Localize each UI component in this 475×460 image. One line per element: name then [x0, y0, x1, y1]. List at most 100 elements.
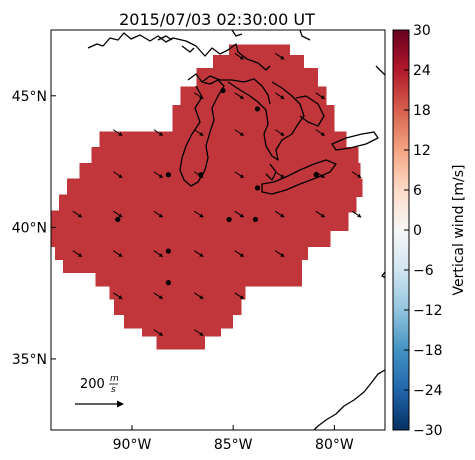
- station-markers: [115, 87, 319, 286]
- wind-field-band: [95, 270, 303, 287]
- wind-field-band: [59, 194, 357, 213]
- wind-field-band: [51, 210, 349, 231]
- station-marker: [220, 87, 226, 94]
- wind-vector-head: [280, 253, 285, 257]
- reference-arrow-head: [117, 400, 124, 408]
- reference-vector-arrow: [75, 400, 124, 408]
- colorbar-tick-label: 0: [413, 223, 422, 239]
- wind-vector-head: [280, 213, 285, 218]
- wind-vector-arrow: [193, 92, 204, 100]
- wind-vector-head: [280, 131, 285, 136]
- wind-field-band: [172, 105, 335, 134]
- x-tick-label: 80°W: [315, 437, 354, 453]
- y-tick-label: 40°N: [12, 220, 47, 236]
- wind-field-band: [142, 326, 222, 337]
- lake-st-clair: [265, 163, 277, 181]
- upper-peninsula-south-shore: [187, 73, 271, 105]
- wind-field-band: [156, 333, 205, 350]
- wind-vector-arrow: [113, 210, 123, 218]
- wind-field-band: [113, 297, 242, 316]
- wind-vector-arrow: [234, 292, 245, 300]
- reference-vector-legend: 200 m s: [75, 374, 124, 408]
- wind-vector-head: [199, 331, 204, 336]
- wind-vector-head: [199, 295, 204, 299]
- wind-vector-head: [118, 174, 123, 178]
- map-frame: [50, 29, 386, 431]
- wind-field-band: [79, 162, 361, 181]
- colorbar-tick-label: 18: [413, 103, 431, 119]
- wind-vector-head: [320, 213, 325, 218]
- colorbar-tick-label: −12: [413, 303, 443, 319]
- wind-field-band: [55, 244, 309, 260]
- station-marker: [254, 185, 261, 191]
- station-marker: [254, 106, 261, 112]
- wind-field-band: [67, 178, 363, 197]
- wind-vector-head: [199, 253, 204, 257]
- x-tick-label: 90°W: [113, 437, 152, 453]
- keweenaw-shore: [181, 45, 195, 53]
- wind-vector-arrow: [153, 129, 164, 137]
- wind-vector-head: [158, 174, 163, 178]
- lake-superior-shore: [87, 32, 271, 71]
- isle-royale: [157, 35, 173, 41]
- wind-vector-head: [239, 174, 244, 178]
- wind-vector-head: [280, 174, 285, 178]
- wind-vector-arrow: [315, 210, 326, 218]
- atlantic-coast-southeast: [313, 369, 385, 430]
- wind-vector-head: [239, 295, 244, 299]
- wind-vector-arrow: [72, 250, 83, 258]
- colorbar-tick-label: −18: [413, 343, 443, 359]
- wind-vector-arrow: [153, 210, 164, 218]
- wind-vector-head: [158, 253, 163, 257]
- wind-vector-arrow: [351, 210, 362, 218]
- wind-vector-head: [199, 213, 204, 218]
- wind-vector-head: [77, 213, 82, 218]
- colorbar-tick-label: 24: [413, 63, 431, 79]
- wind-vector-arrow: [193, 292, 204, 300]
- wind-vector-head: [239, 95, 244, 99]
- wind-vector-arrow: [113, 171, 123, 179]
- wind-vector-arrow: [113, 250, 123, 258]
- station-marker: [198, 172, 204, 178]
- x-tick-label: 85°W: [214, 437, 253, 453]
- wind-vector-arrows: [72, 52, 362, 337]
- wind-vector-head: [199, 95, 204, 99]
- wind-vector-arrow: [274, 92, 285, 100]
- y-tick-label: 35°N: [12, 352, 47, 368]
- wind-vector-arrow: [274, 52, 285, 60]
- wind-vector-head: [280, 95, 285, 99]
- colorbar-tick-label: 6: [413, 183, 422, 199]
- colorbar-tick-label: 12: [413, 143, 431, 159]
- wind-field-band: [109, 283, 246, 300]
- lake-huron: [227, 81, 305, 161]
- station-marker: [165, 248, 172, 254]
- wind-vector-arrow: [193, 250, 204, 258]
- y-axis-ticks: 35°N 40°N 45°N: [12, 89, 56, 368]
- wind-field-band: [51, 228, 331, 247]
- reference-vector-value: 200: [80, 377, 105, 392]
- wind-vector-head: [280, 55, 285, 60]
- wind-vector-arrow: [113, 292, 123, 300]
- wind-vector-head: [357, 174, 362, 178]
- station-marker: [226, 216, 232, 223]
- colorbar-ticks: 30 24 18 12 6 0 −6 −12 −18 −24 −30: [404, 23, 443, 439]
- wind-vector-arrow: [234, 250, 245, 258]
- colorbar-tick-label: 30: [413, 23, 431, 39]
- wind-vector-arrow: [274, 129, 285, 137]
- wind-vector-arrow: [193, 210, 204, 218]
- y-tick-label: 45°N: [12, 89, 47, 105]
- wind-vector-arrow: [113, 129, 123, 137]
- wind-vector-arrow: [234, 52, 245, 60]
- wind-vector-arrow: [153, 292, 164, 300]
- station-marker: [313, 172, 319, 178]
- lake-nipigon-shore: [231, 30, 243, 37]
- wind-vector-head: [158, 213, 163, 218]
- wind-vector-arrow: [274, 210, 285, 218]
- x-axis-ticks: 90°W 85°W 80°W: [113, 425, 354, 453]
- wind-field-band: [99, 131, 347, 150]
- wind-vector-head: [320, 95, 325, 99]
- wind-vector-arrow: [153, 171, 164, 179]
- wind-vector-head: [357, 213, 362, 218]
- wind-field-band: [229, 44, 290, 58]
- station-marker: [165, 280, 172, 286]
